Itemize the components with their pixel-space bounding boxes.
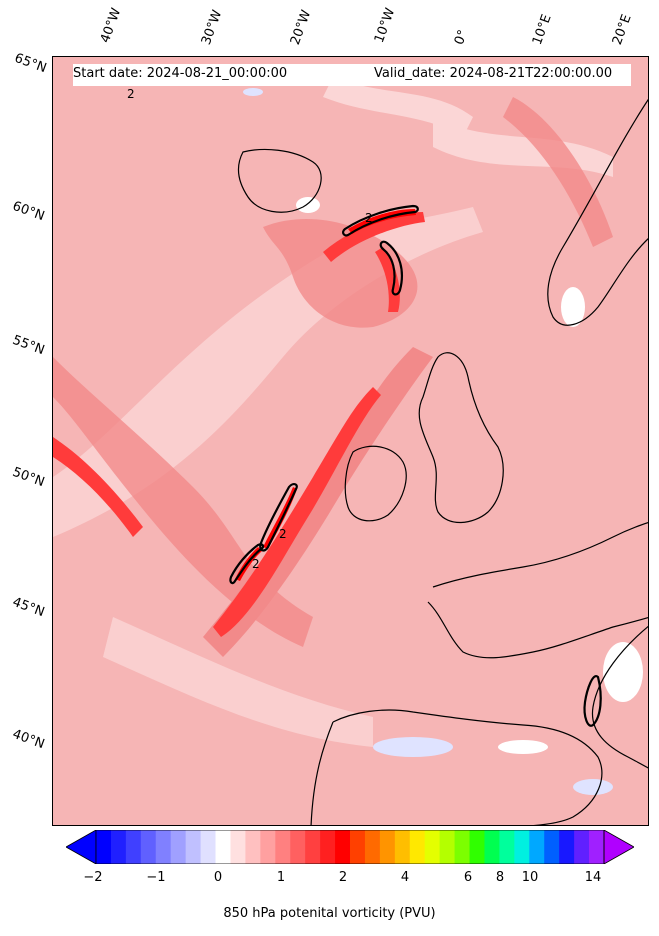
lat-label-40n: 40°N <box>10 726 47 753</box>
colorbar-swatch <box>170 830 187 864</box>
colorbar-swatch <box>379 830 396 864</box>
colorbar-swatch <box>499 830 515 864</box>
colorbar-tick: 4 <box>400 870 410 885</box>
lon-label-40w: 40°W <box>97 6 125 45</box>
lat-label-45n: 45°N <box>10 594 47 621</box>
colorbar-swatch <box>544 830 560 864</box>
colorbar-swatch <box>200 830 217 864</box>
colorbar-border <box>95 830 605 864</box>
contour-label: 2 <box>279 527 287 541</box>
colorbar-tick: 14 <box>584 870 602 885</box>
colorbar-swatch <box>290 830 306 864</box>
colorbar-swatch <box>439 830 456 864</box>
colorbar-swatch <box>409 830 426 864</box>
colorbar-swatch <box>215 830 231 864</box>
colorbar <box>66 830 634 864</box>
valid-date-label: Valid_date: 2024-08-21T22:00:00.00 <box>374 66 613 81</box>
lon-label-20e: 20°E <box>609 12 635 48</box>
colorbar-tick: 8 <box>495 870 505 885</box>
colorbar-tick: −1 <box>146 870 166 885</box>
colorbar-swatch <box>230 830 246 864</box>
colorbar-swatch <box>245 830 261 864</box>
start-date-label: Start date: 2024-08-21_00:00:00 <box>73 66 288 81</box>
colorbar-swatch <box>155 830 172 864</box>
lon-label-0: 0° <box>451 27 472 47</box>
colorbar-swatch <box>574 830 590 864</box>
colorbar-swatch <box>589 830 605 864</box>
contour-label: 2 <box>365 211 373 225</box>
colorbar-swatch <box>140 830 157 864</box>
colorbar-extend-high <box>603 830 634 864</box>
lon-label-10w: 10°W <box>371 6 399 45</box>
info-bar <box>73 64 631 86</box>
pv-field <box>53 57 648 825</box>
colorbar-swatch <box>559 830 575 864</box>
colorbar-swatch <box>335 830 351 864</box>
colorbar-title: 850 hPa potenital vorticity (PVU) <box>223 906 436 921</box>
lon-label-10e: 10°E <box>529 12 555 48</box>
lat-label-50n: 50°N <box>10 464 47 491</box>
lon-label-30w: 30°W <box>198 8 226 47</box>
pv-map: 2 2 2 2 <box>52 56 649 826</box>
colorbar-swatch <box>514 830 530 864</box>
colorbar-swatch <box>350 830 366 864</box>
colorbar-tick: 1 <box>276 870 286 885</box>
colorbar-tick: 10 <box>521 870 539 885</box>
colorbar-swatch <box>110 830 127 864</box>
colorbar-swatch <box>125 830 142 864</box>
colorbar-swatch <box>260 830 276 864</box>
colorbar-swatch <box>394 830 411 864</box>
lat-label-65n: 65°N <box>12 50 49 77</box>
colorbar-tick: 2 <box>338 870 348 885</box>
colorbar-swatch <box>469 830 485 864</box>
contour-label: 2 <box>252 557 260 571</box>
colorbar-swatch <box>185 830 202 864</box>
colorbar-swatch <box>305 830 321 864</box>
colorbar-swatch <box>424 830 441 864</box>
colorbar-swatch <box>484 830 500 864</box>
lon-label-20w: 20°W <box>287 8 315 47</box>
colorbar-tick: 6 <box>463 870 473 885</box>
colorbar-extend-low <box>66 830 97 864</box>
colorbar-tick: −2 <box>83 870 103 885</box>
lat-label-55n: 55°N <box>10 332 47 359</box>
colorbar-swatch <box>275 830 291 864</box>
colorbar-swatch <box>96 830 112 864</box>
colorbar-tick: 0 <box>213 870 223 885</box>
contour-label: 2 <box>127 87 135 101</box>
colorbar-swatch <box>320 830 336 864</box>
colorbar-swatch <box>454 830 471 864</box>
colorbar-swatch <box>364 830 381 864</box>
lat-label-60n: 60°N <box>10 198 47 225</box>
colorbar-swatch <box>529 830 545 864</box>
